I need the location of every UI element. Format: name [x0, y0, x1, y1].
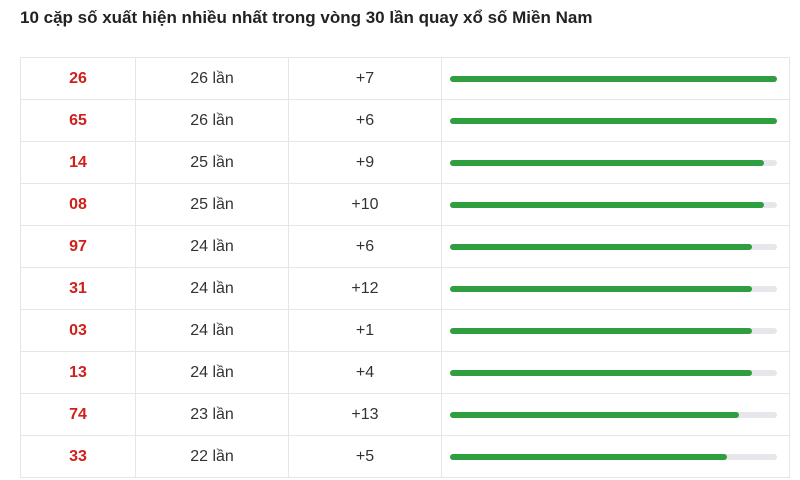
pair-number: 74 — [20, 393, 136, 436]
bar-cell — [441, 351, 790, 394]
pair-number: 26 — [20, 57, 136, 100]
table-row: 14 25 lần +9 — [20, 141, 790, 184]
bar-track — [450, 243, 777, 250]
bar-track — [450, 369, 777, 376]
change: +7 — [288, 57, 442, 100]
change: +13 — [288, 393, 442, 436]
bar-cell — [441, 267, 790, 310]
table-row: 74 23 lần +13 — [20, 393, 790, 436]
bar — [450, 453, 727, 460]
bar — [450, 117, 777, 124]
title: 10 cặp số xuất hiện nhiều nhất trong vòn… — [20, 8, 593, 27]
table-row: 65 26 lần +6 — [20, 99, 790, 142]
count: 22 lần — [135, 435, 289, 478]
bar-cell — [441, 57, 790, 100]
table-row: 26 26 lần +7 — [20, 57, 790, 100]
bar-cell — [441, 309, 790, 352]
change: +1 — [288, 309, 442, 352]
table-row: 03 24 lần +1 — [20, 309, 790, 352]
bar-track — [450, 285, 777, 292]
pair-number: 31 — [20, 267, 136, 310]
count: 24 lần — [135, 351, 289, 394]
bar — [450, 75, 777, 82]
count: 26 lần — [135, 99, 289, 142]
bar-track — [450, 117, 777, 124]
bar-track — [450, 201, 777, 208]
table-row: 33 22 lần +5 — [20, 435, 790, 478]
count: 25 lần — [135, 141, 289, 184]
bar-track — [450, 75, 777, 82]
bar-track — [450, 159, 777, 166]
count: 25 lần — [135, 183, 289, 226]
change: +6 — [288, 225, 442, 268]
pair-number: 14 — [20, 141, 136, 184]
change: +10 — [288, 183, 442, 226]
bar-track — [450, 411, 777, 418]
count: 26 lần — [135, 57, 289, 100]
count: 24 lần — [135, 267, 289, 310]
pair-number: 33 — [20, 435, 136, 478]
count: 23 lần — [135, 393, 289, 436]
bar-cell — [441, 225, 790, 268]
table-row: 31 24 lần +12 — [20, 267, 790, 310]
bar — [450, 327, 752, 334]
pair-number: 03 — [20, 309, 136, 352]
bar-cell — [441, 435, 790, 478]
bar-cell — [441, 183, 790, 226]
bar — [450, 285, 752, 292]
change: +5 — [288, 435, 442, 478]
bar — [450, 159, 765, 166]
count: 24 lần — [135, 309, 289, 352]
change: +4 — [288, 351, 442, 394]
pair-number: 97 — [20, 225, 136, 268]
pair-number: 65 — [20, 99, 136, 142]
pair-number: 08 — [20, 183, 136, 226]
pair-number: 13 — [20, 351, 136, 394]
change: +12 — [288, 267, 442, 310]
table-row: 08 25 lần +10 — [20, 183, 790, 226]
count: 24 lần — [135, 225, 289, 268]
table-row: 97 24 lần +6 — [20, 225, 790, 268]
bar-track — [450, 453, 777, 460]
change: +9 — [288, 141, 442, 184]
bar-cell — [441, 141, 790, 184]
bar — [450, 369, 752, 376]
bar — [450, 243, 752, 250]
table-row: 13 24 lần +4 — [20, 351, 790, 394]
bar — [450, 411, 740, 418]
bar-track — [450, 327, 777, 334]
stats-table: 26 26 lần +7 65 26 lần +6 14 25 lần +9 08 25 lần +1… — [20, 57, 790, 478]
change: +6 — [288, 99, 442, 142]
bar — [450, 201, 765, 208]
bar-cell — [441, 393, 790, 436]
bar-cell — [441, 99, 790, 142]
